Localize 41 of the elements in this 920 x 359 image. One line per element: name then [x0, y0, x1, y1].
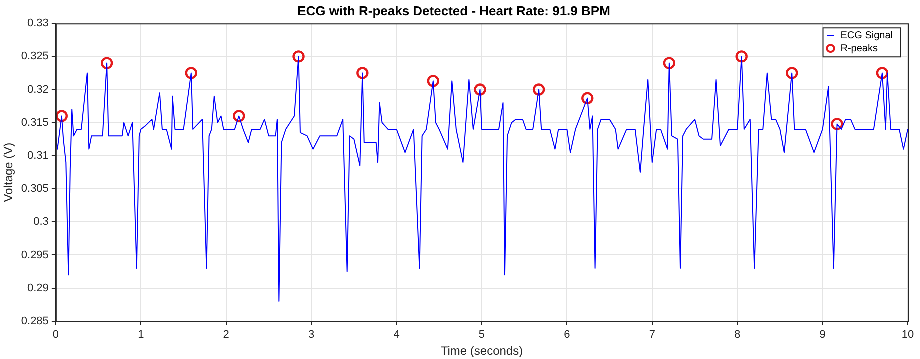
y-tick-label: 0.285: [21, 315, 49, 328]
y-tick-label: 0.31: [28, 150, 49, 162]
y-tick-label: 0.33: [28, 18, 49, 30]
point: [876, 67, 889, 80]
x-tick-label: 0: [52, 329, 59, 342]
y-tick-label: 0.32: [28, 84, 49, 96]
point: [56, 110, 68, 122]
y-tick-label: 0.325: [21, 50, 49, 63]
y-tick-label: 0.29: [28, 282, 49, 294]
x-tick-label: 3: [308, 329, 315, 342]
point: [786, 67, 798, 80]
legend-label: R-peaks: [840, 43, 878, 54]
point: [356, 67, 369, 80]
x-tick-label: 6: [564, 329, 570, 342]
x-tick-label: 7: [649, 329, 656, 342]
point: [185, 67, 198, 80]
point: [233, 110, 246, 122]
point: [100, 57, 114, 70]
chart-title: ECG with R-peaks Detected - Heart Rate: 91.9 BPM: [298, 3, 610, 18]
x-tick-label: 8: [734, 329, 741, 342]
point: [663, 57, 676, 70]
point: [532, 84, 546, 96]
y-tick-label: 0.315: [21, 116, 49, 129]
x-tick-label: 1: [138, 329, 144, 342]
y-tick-label: 0.305: [21, 183, 49, 196]
point: [474, 84, 486, 96]
x-tick-label: 2: [223, 329, 230, 342]
point: [292, 50, 305, 63]
y-tick-label: 0.3: [34, 216, 49, 228]
point: [736, 50, 748, 63]
point: [427, 75, 440, 88]
x-tick-label: 5: [478, 329, 486, 342]
x-tick-label: 9: [820, 329, 826, 342]
point: [831, 118, 844, 130]
x-tick-label: 4: [394, 329, 400, 342]
point: [582, 92, 594, 104]
x-tick-label: 10: [902, 329, 914, 342]
y-tick-label: 0.295: [21, 249, 49, 262]
x-axis-title: Time (seconds): [440, 344, 524, 358]
y-axis-title: Voltage (V): [2, 142, 16, 202]
legend-label: ECG Signal: [840, 30, 894, 42]
